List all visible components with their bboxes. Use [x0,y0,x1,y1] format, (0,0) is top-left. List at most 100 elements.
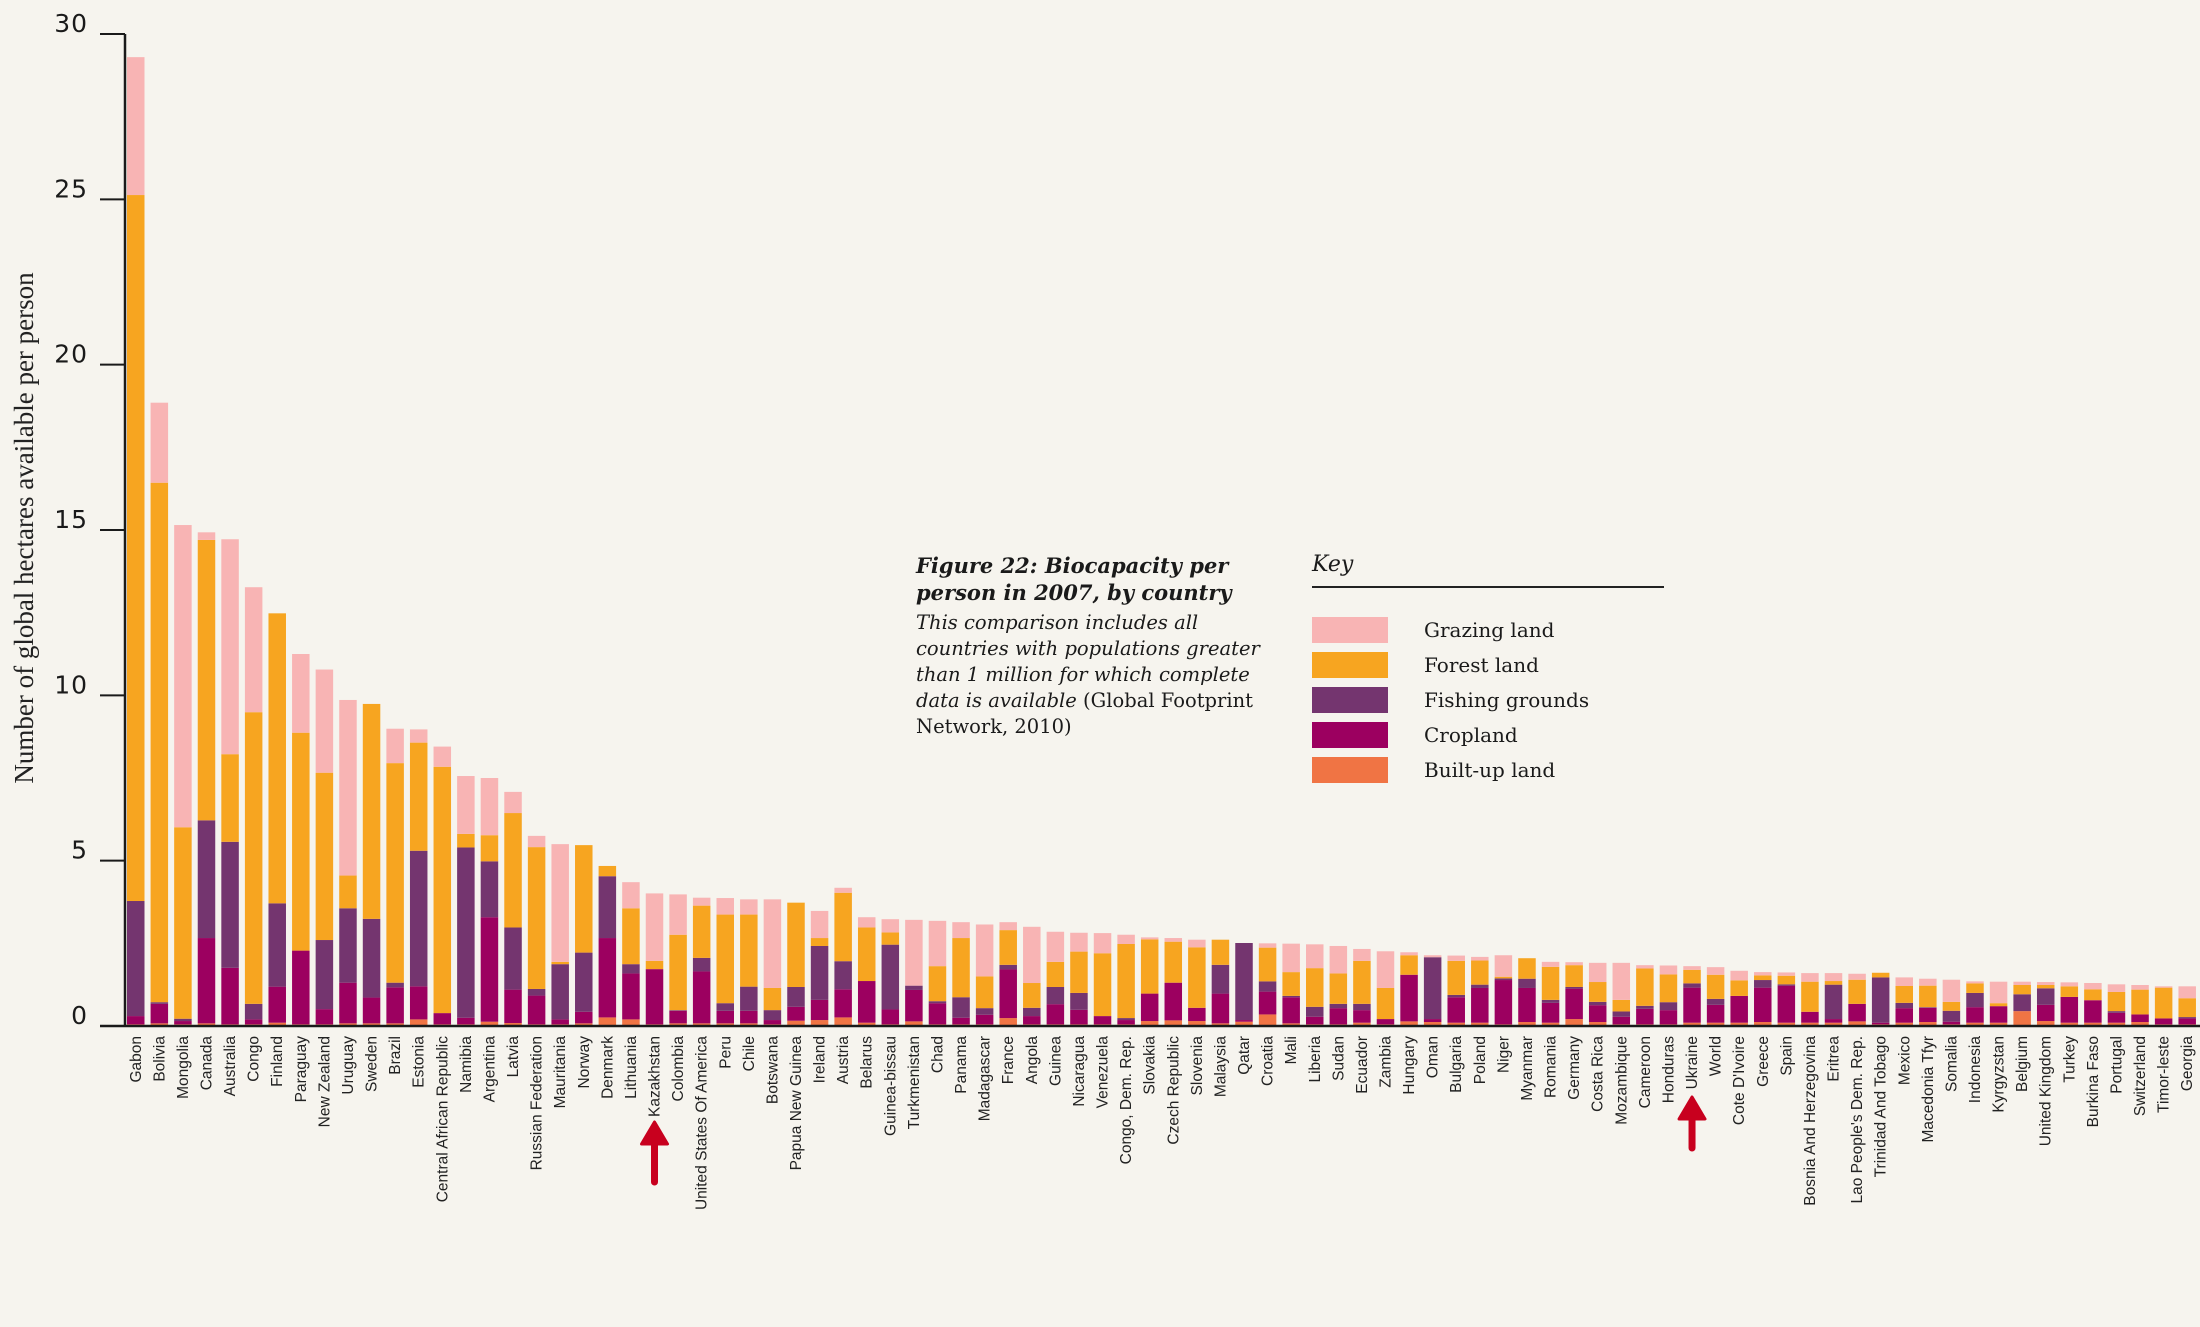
bar-segment-grazing-land [810,910,829,939]
x-tick-label: Georgia [2179,1036,2196,1092]
bar-segment-built-up-land [669,1023,687,1026]
bar-namibia [457,776,475,1026]
x-tick-label: Greece [1755,1036,1772,1087]
bar-cote-d-ivoire [1730,970,1748,1026]
bar-costa-rica [1588,962,1607,1026]
bar-segment-cropland [834,989,852,1018]
arrow-icon [640,1120,670,1186]
bar-segment-forest-land [1494,976,1513,979]
bar-segment-cropland [763,1020,782,1025]
bar-segment-forest-land [504,813,522,928]
y-tick-label: 0 [71,1001,88,1030]
bar-segment-cropland [268,986,286,1023]
bar-segment-cropland [1046,1004,1065,1025]
bar-segment-fishing-grounds [1541,999,1560,1003]
bar-segment-grazing-land [1565,962,1583,966]
bar-segment-grazing-land [409,729,428,743]
bar-segment-forest-land [645,960,664,970]
bar-lithuania [622,882,640,1026]
bar-segment-fishing-grounds [716,1003,734,1011]
x-tick-label: Gabon [128,1036,145,1083]
bar-turkey [2060,982,2079,1026]
bar-segment-built-up-land [362,1023,381,1026]
bar-venezuela [1093,933,1112,1026]
bar-segment-grazing-land [1258,943,1277,948]
bar-segment-cropland [1989,1006,2008,1023]
bar-segment-fishing-grounds [1471,984,1489,988]
bar-segment-grazing-land [433,746,452,767]
bar-segment-grazing-land [857,917,876,928]
bar-australia [221,539,239,1026]
bar-segment-built-up-land [1541,1022,1560,1026]
bar-segment-grazing-land [740,899,758,915]
bar-segment-forest-land [1093,953,1112,1017]
bar-segment-built-up-land [622,1019,640,1026]
y-tick-label: 15 [54,505,88,534]
bar-brazil [386,728,404,1026]
bar-segment-grazing-land [763,899,782,988]
bar-segment-fishing-grounds [1871,977,1890,1023]
bar-segment-forest-land [2036,984,2055,989]
bar-segment-fishing-grounds [409,850,428,987]
bar-segment-cropland [527,995,546,1025]
bar-segment-grazing-land [1471,956,1489,961]
bar-segment-grazing-land [692,897,711,906]
x-tick-label: Qatar [1236,1036,1253,1075]
bar-segment-forest-land [1588,982,1607,1002]
bar-segment-grazing-land [2154,986,2173,988]
bar-segment-built-up-land [1588,1022,1607,1026]
bar-segment-cropland [1848,1003,1866,1022]
bar-segment-cropland [1706,1004,1725,1023]
bar-segment-forest-land [1117,943,1135,1019]
bar-segment-built-up-land [740,1023,758,1026]
bar-segment-grazing-land [1117,934,1135,944]
x-tick-label: Guinea-bissau [882,1036,899,1136]
x-tick-label: Ecuador [1354,1036,1371,1094]
bar-ireland [810,910,829,1026]
legend-item-grazing-land: Grazing land [1312,612,1664,647]
x-tick-label: Estonia [411,1036,428,1088]
bar-segment-cropland [1895,1008,1913,1023]
bar-segment-forest-land [1683,969,1701,984]
bar-segment-cropland [1777,985,1796,1023]
bar-angola [1023,926,1041,1026]
bar-segment-cropland [1023,1016,1041,1025]
bar-segment-built-up-land [1966,1022,1984,1026]
x-tick-label: Myanmar [1519,1036,1536,1101]
bar-segment-built-up-land [575,1023,593,1026]
bar-segment-cropland [975,1014,994,1025]
bar-segment-forest-land [763,987,782,1011]
bar-segment-built-up-land [1258,1014,1277,1026]
bar-segment-grazing-land [1494,955,1513,977]
bar-segment-cropland [221,967,239,1025]
legend-label: Cropland [1424,722,1518,747]
bar-segment-fishing-grounds [2178,1017,2196,1019]
bar-segment-cropland [1612,1016,1631,1025]
bar-segment-fishing-grounds [174,1018,192,1022]
bar-segment-forest-land [244,712,263,1004]
bar-france [999,922,1017,1026]
bar-segment-built-up-land [480,1021,499,1026]
x-tick-label: Mozambique [1613,1036,1630,1125]
bar-segment-grazing-land [1801,973,1819,982]
x-tick-label: Turkmenistan [906,1036,923,1129]
bar-segment-grazing-land [457,776,475,834]
x-tick-label: Bolivia [151,1036,168,1082]
bar-segment-fishing-grounds [150,1002,169,1004]
bar-segment-grazing-land [1400,952,1418,956]
bar-segment-grazing-land [1612,962,1631,1000]
bar-segment-fishing-grounds [1329,1003,1348,1009]
x-tick-label: Lithuania [623,1036,640,1099]
x-tick-label: Chad [929,1036,946,1073]
bar-somalia [1942,979,1961,1026]
x-tick-label: Australia [222,1036,239,1097]
axes-group: 0 5 10 15 20 25 30 [54,9,2200,1030]
bar-segment-forest-land [127,195,145,902]
bar-segment-forest-land [1824,981,1843,985]
bar-segment-cropland [598,938,617,1018]
bar-segment-grazing-land [1376,951,1395,988]
x-tick-label: Indonesia [1967,1036,1984,1104]
bar-segment-grazing-land [975,924,994,977]
bar-segment-grazing-land [1329,945,1348,974]
figure-source: (Global Footprint Network, 2010) [916,689,1253,738]
